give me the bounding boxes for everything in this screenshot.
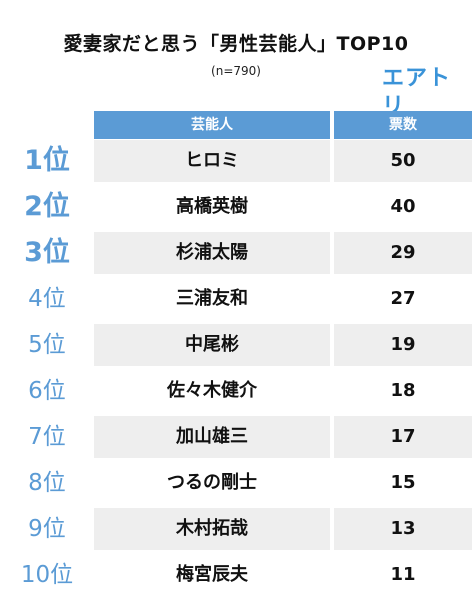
chart-title: 愛妻家だと思う「男性芸能人」TOP10 bbox=[63, 33, 409, 55]
column-header-name: 芸能人 bbox=[94, 111, 330, 139]
sample-size-note: (n=790) bbox=[211, 64, 261, 78]
table-row: 3位 杉浦太陽 29 bbox=[0, 232, 472, 274]
rank-label: 6位 bbox=[28, 378, 66, 404]
vote-count: 27 bbox=[390, 288, 416, 309]
celebrity-name: 杉浦太陽 bbox=[94, 232, 330, 274]
column-header-votes: 票数 bbox=[334, 111, 472, 139]
rank-label: 9位 bbox=[28, 516, 66, 542]
rank-label: 7位 bbox=[28, 424, 66, 450]
table-row: 7位 加山雄三 17 bbox=[0, 416, 472, 458]
celebrity-name: 三浦友和 bbox=[176, 288, 248, 309]
table-row: 5位 中尾彬 19 bbox=[0, 324, 472, 366]
vote-count: 15 bbox=[390, 472, 416, 493]
celebrity-name: つるの剛士 bbox=[167, 472, 257, 493]
celebrity-name: ヒロミ bbox=[94, 140, 330, 182]
table-row: 1位 ヒロミ 50 bbox=[0, 140, 472, 182]
vote-count: 18 bbox=[390, 380, 416, 401]
celebrity-name: 中尾彬 bbox=[94, 324, 330, 366]
vote-count: 17 bbox=[334, 416, 472, 458]
rank-label: 1位 bbox=[24, 145, 70, 176]
vote-count: 29 bbox=[334, 232, 472, 274]
rank-label: 8位 bbox=[28, 470, 66, 496]
rank-label: 10位 bbox=[20, 562, 74, 588]
rank-label: 3位 bbox=[24, 237, 70, 268]
table-row: 6位 佐々木健介 18 bbox=[0, 370, 472, 412]
vote-count: 40 bbox=[390, 196, 416, 217]
table-row: 4位 三浦友和 27 bbox=[0, 278, 472, 320]
celebrity-name: 木村拓哉 bbox=[94, 508, 330, 550]
celebrity-name: 高橋英樹 bbox=[176, 196, 248, 217]
rank-label: 4位 bbox=[28, 286, 66, 312]
table-row: 10位 梅宮辰夫 11 bbox=[0, 554, 472, 596]
table-row: 2位 高橋英樹 40 bbox=[0, 186, 472, 228]
celebrity-name: 佐々木健介 bbox=[167, 380, 257, 401]
rank-label: 2位 bbox=[24, 191, 70, 222]
vote-count: 19 bbox=[334, 324, 472, 366]
celebrity-name: 加山雄三 bbox=[94, 416, 330, 458]
rank-label: 5位 bbox=[28, 332, 66, 358]
table-header: 芸能人 票数 bbox=[94, 111, 472, 139]
vote-count: 50 bbox=[334, 140, 472, 182]
celebrity-name: 梅宮辰夫 bbox=[176, 564, 248, 585]
table-row: 9位 木村拓哉 13 bbox=[0, 508, 472, 550]
vote-count: 13 bbox=[334, 508, 472, 550]
vote-count: 11 bbox=[390, 564, 416, 585]
table-row: 8位 つるの剛士 15 bbox=[0, 462, 472, 504]
